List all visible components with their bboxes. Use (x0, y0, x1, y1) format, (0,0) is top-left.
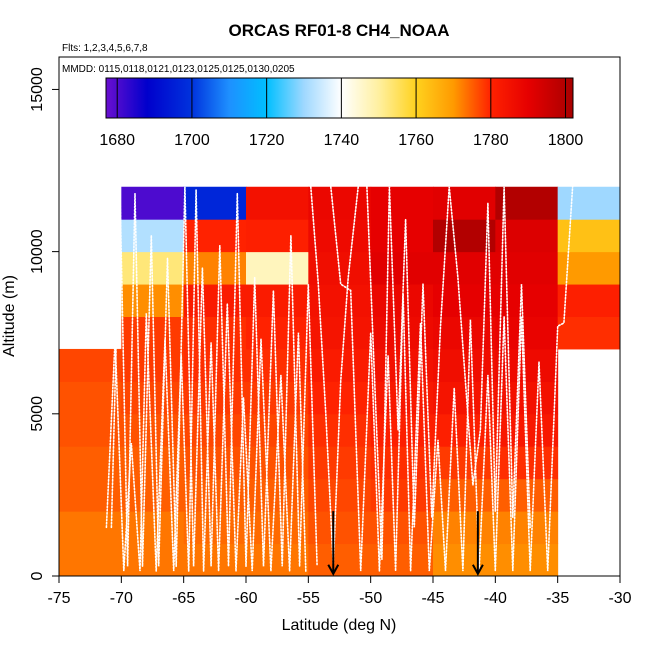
x-tick-label: -60 (234, 590, 257, 607)
flight-track (105, 189, 307, 572)
arrow-marker (327, 511, 340, 576)
colorbar-gradient (105, 77, 574, 119)
y-tick-label: 0 (29, 571, 46, 580)
colorbar-tick-label: 1680 (99, 132, 135, 149)
x-tick-label: -55 (297, 590, 320, 607)
heatmap-cell (121, 186, 185, 220)
heatmap-cell (59, 543, 122, 576)
colorbar-tick-label: 1800 (548, 132, 584, 149)
heatmap-cell (308, 348, 372, 382)
heatmap-cell (246, 251, 309, 285)
heatmap-cell (183, 348, 247, 382)
heatmap-cell (370, 413, 434, 447)
heatmap-cell (121, 511, 185, 545)
heatmap-cell (370, 219, 434, 253)
heatmap-cell (246, 316, 309, 350)
y-axis: 0 5000 10000 15000 (29, 67, 59, 580)
heatmap-cell (246, 348, 309, 382)
y-tick-label: 5000 (29, 396, 46, 432)
heatmap-cell (557, 186, 620, 220)
x-tick-label: -45 (421, 590, 444, 607)
heatmap-cell (433, 446, 496, 480)
x-tick-label: -50 (359, 590, 382, 607)
flight-track (366, 186, 532, 560)
dates-note: MMDD: 0115,0118,0121,0123,0125,0125,0130… (62, 64, 295, 75)
colorbar-ticks: 1680 1700 1720 1740 1760 1780 1800 (99, 78, 583, 149)
chart-title: ORCAS RF01-8 CH4_NOAA (228, 21, 449, 40)
heatmap-cell (308, 511, 372, 545)
flight-track (329, 186, 574, 572)
heatmap-cell (59, 413, 122, 447)
x-tick-label: -40 (484, 590, 507, 607)
heatmap-cell (246, 284, 309, 317)
colorbar-tick-label: 1700 (174, 132, 210, 149)
heatmap-cell (433, 186, 496, 220)
heatmap-cell (308, 186, 372, 220)
colorbar-tick-label: 1760 (398, 132, 434, 149)
heatmap-cell (59, 348, 122, 382)
latitude-markers (327, 511, 484, 576)
heatmap-cell (557, 219, 620, 253)
heatmap-cell (370, 251, 434, 285)
x-tick-label: -70 (110, 590, 133, 607)
heatmap-cell (495, 186, 559, 220)
y-tick-label: 15000 (29, 67, 46, 112)
colorbar: 1680 1700 1720 1740 1760 1780 1800 (99, 77, 583, 149)
heatmap-cell (121, 381, 185, 415)
heatmap-cell (121, 219, 185, 253)
heatmap-cell (308, 413, 372, 447)
heatmap-cell (557, 284, 620, 317)
arrow-marker (472, 511, 484, 576)
heatmap-cell (433, 316, 496, 350)
heatmap-cell (370, 478, 434, 512)
colorbar-tick-label: 1780 (473, 132, 509, 149)
heatmap-cell (183, 251, 247, 285)
heatmap-cells (59, 186, 620, 576)
heatmap-cell (308, 316, 372, 350)
heatmap-cell (433, 219, 496, 253)
y-tick-label: 10000 (29, 229, 46, 274)
heatmap-cell (495, 251, 559, 285)
heatmap-cell (59, 446, 122, 480)
heatmap-cell (308, 446, 372, 480)
x-tick-label: -65 (172, 590, 195, 607)
heatmap-cell (308, 219, 372, 253)
x-tick-label: -35 (546, 590, 569, 607)
heatmap-cell (308, 284, 372, 317)
x-tick-label: -30 (608, 590, 631, 607)
colorbar-tick-label: 1740 (324, 132, 360, 149)
heatmap-cell (370, 446, 434, 480)
heatmap-cell (495, 511, 559, 545)
flight-track (110, 186, 318, 568)
flights-note: Flts: 1,2,3,4,5,6,7,8 (62, 43, 148, 54)
heatmap-cell (246, 186, 309, 220)
x-axis-label: Latitude (deg N) (282, 617, 397, 634)
heatmap-cell (308, 478, 372, 512)
y-axis-label: Altitude (m) (1, 275, 18, 357)
heatmap-cell (495, 284, 559, 317)
heatmap-cell (121, 348, 185, 382)
colorbar-tick-label: 1720 (249, 132, 285, 149)
heatmap-cell (246, 511, 309, 545)
heatmap-cell (246, 219, 309, 253)
x-axis: -75 -70 -65 -60 -55 -50 -45 -40 -35 -30 (47, 575, 632, 607)
heatmap-cell (433, 543, 496, 576)
heatmap-cell (121, 413, 185, 447)
heatmap-cell (370, 186, 434, 220)
heatmap-cell (557, 316, 620, 350)
heatmap-cell (246, 543, 309, 576)
heatmap-cell (433, 381, 496, 415)
x-tick-label: -75 (47, 590, 70, 607)
